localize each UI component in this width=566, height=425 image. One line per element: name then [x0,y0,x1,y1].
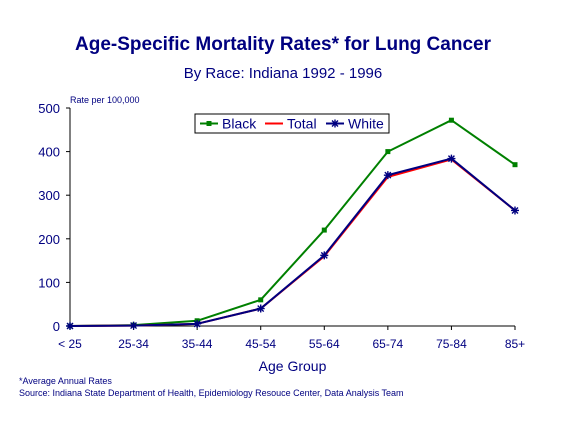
y-axis-label: Rate per 100,000 [70,95,140,105]
x-tick-label: 85+ [505,337,525,351]
x-tick-label: 75-84 [436,337,467,351]
chart-subtitle: By Race: Indiana 1992 - 1996 [183,65,383,82]
data-point-white [447,154,456,163]
series-line-black [69,119,516,327]
series-line-total [69,158,516,327]
data-point-white [511,206,519,215]
data-point-white [320,251,329,260]
y-tick-label: 400 [38,145,60,160]
legend-marker-black [206,121,212,126]
chart-title: Age-Specific Mortality Rates* for Lung C… [75,34,491,55]
data-point-white [129,321,138,330]
x-axis-label: Age Group [259,358,327,374]
x-tick-label: 45-54 [245,337,276,351]
legend-label-black: Black [222,116,257,132]
data-point-white [256,304,265,313]
data-point-black [448,117,454,123]
data-point-white [66,322,74,330]
x-tick-label: 55-64 [309,337,340,351]
footnote-average-rates: *Average Annual Rates [19,376,112,386]
series-line-white [69,157,516,327]
y-tick-label: 500 [38,101,60,116]
y-tick-label: 0 [53,319,60,334]
data-point-black [385,149,391,155]
source-note: Source: Indiana State Department of Heal… [19,388,404,398]
data-point-black [321,227,327,233]
legend-label-white: White [348,116,384,132]
data-point-white [193,319,202,328]
legend-box [194,113,390,134]
x-tick-label: 25-34 [118,337,149,351]
y-tick-label: 100 [38,275,60,290]
data-point-white [383,171,392,180]
y-tick-label: 300 [38,188,60,203]
x-tick-label: < 25 [58,337,82,351]
legend-marker-white [331,119,339,128]
data-point-black [512,162,518,168]
data-point-black [258,297,264,303]
x-tick-label: 35-44 [182,337,213,351]
y-tick-label: 200 [38,232,60,247]
legend-label-total: Total [287,116,317,132]
x-tick-label: 65-74 [373,337,404,351]
